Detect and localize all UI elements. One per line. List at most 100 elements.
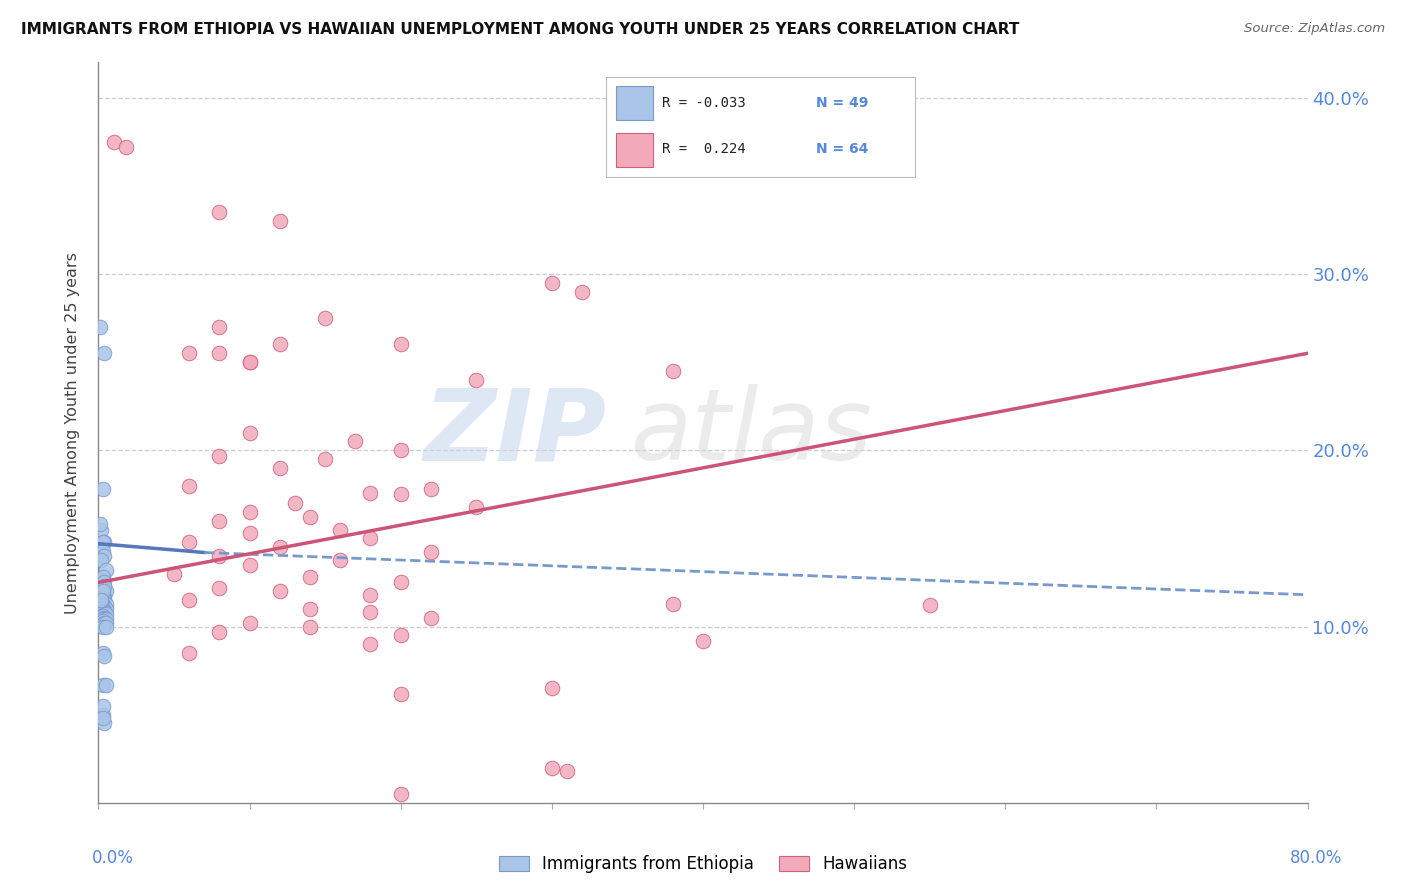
Point xyxy=(93,549,115,563)
Point xyxy=(239,615,262,630)
Point xyxy=(93,575,115,590)
Point xyxy=(91,581,114,595)
Point xyxy=(299,619,322,633)
Point xyxy=(114,140,136,154)
Point xyxy=(93,535,115,549)
Point xyxy=(239,355,262,369)
Point xyxy=(94,678,117,692)
Point xyxy=(91,609,114,624)
Point xyxy=(91,678,114,692)
Point xyxy=(179,646,201,660)
Point xyxy=(284,496,307,510)
Point xyxy=(208,624,231,639)
Text: 0.0%: 0.0% xyxy=(91,849,134,867)
Text: 80.0%: 80.0% xyxy=(1291,849,1343,867)
Point xyxy=(360,532,382,546)
Point xyxy=(360,485,382,500)
Point xyxy=(329,523,352,537)
Point xyxy=(91,535,114,549)
Point xyxy=(344,434,367,449)
Point xyxy=(360,637,382,651)
Point xyxy=(329,552,352,566)
Point xyxy=(661,597,683,611)
Point xyxy=(465,373,488,387)
Point xyxy=(90,588,112,602)
Point xyxy=(89,517,111,532)
Point xyxy=(93,593,115,607)
Point xyxy=(360,606,382,620)
Point xyxy=(389,628,412,642)
Point xyxy=(93,604,115,618)
Point xyxy=(91,570,114,584)
Point xyxy=(269,540,291,554)
Point xyxy=(90,523,112,537)
Point xyxy=(94,612,117,626)
Point xyxy=(93,600,115,615)
Point xyxy=(163,566,186,581)
Point xyxy=(208,319,231,334)
Point xyxy=(179,593,201,607)
Point xyxy=(239,558,262,572)
Point xyxy=(420,610,443,624)
Point xyxy=(94,563,117,577)
Point xyxy=(389,443,412,458)
Point xyxy=(94,607,117,622)
Legend: Immigrants from Ethiopia, Hawaiians: Immigrants from Ethiopia, Hawaiians xyxy=(492,848,914,880)
Point xyxy=(269,337,291,351)
Point xyxy=(94,615,117,630)
Point xyxy=(555,764,578,778)
Point xyxy=(239,355,262,369)
Point xyxy=(179,346,201,360)
Point xyxy=(239,526,262,541)
Point xyxy=(179,535,201,549)
Point xyxy=(540,276,562,290)
Point xyxy=(314,311,336,326)
Point xyxy=(94,584,117,599)
Point xyxy=(90,593,112,607)
Point xyxy=(420,545,443,559)
Point xyxy=(299,602,322,616)
Point xyxy=(89,319,111,334)
Point xyxy=(389,487,412,501)
Point xyxy=(93,615,115,630)
Point xyxy=(420,482,443,496)
Point xyxy=(91,584,114,599)
Point xyxy=(208,549,231,563)
Point xyxy=(389,337,412,351)
Point xyxy=(93,590,115,604)
Point xyxy=(208,514,231,528)
Point xyxy=(91,619,114,633)
Point xyxy=(540,760,562,774)
Point xyxy=(208,449,231,463)
Point xyxy=(389,787,412,801)
Point xyxy=(93,716,115,731)
Point xyxy=(93,610,115,624)
Point xyxy=(179,478,201,492)
Point xyxy=(239,505,262,519)
Point xyxy=(540,681,562,696)
Point xyxy=(91,698,114,713)
Point xyxy=(918,599,941,613)
Point xyxy=(389,686,412,700)
Point xyxy=(208,346,231,360)
Point xyxy=(91,602,114,616)
Point xyxy=(94,597,117,611)
Point xyxy=(465,500,488,514)
Point xyxy=(93,607,115,622)
Point xyxy=(91,711,114,725)
Point xyxy=(91,599,114,613)
Text: ZIP: ZIP xyxy=(423,384,606,481)
Point xyxy=(103,135,125,149)
Point xyxy=(91,614,114,628)
Point xyxy=(239,425,262,440)
Point xyxy=(91,707,114,722)
Point xyxy=(91,543,114,558)
Point xyxy=(90,552,112,566)
Point xyxy=(91,612,114,626)
Point xyxy=(571,285,593,299)
Point xyxy=(91,591,114,606)
Point xyxy=(661,364,683,378)
Point xyxy=(91,482,114,496)
Point xyxy=(93,649,115,664)
Point xyxy=(94,619,117,633)
